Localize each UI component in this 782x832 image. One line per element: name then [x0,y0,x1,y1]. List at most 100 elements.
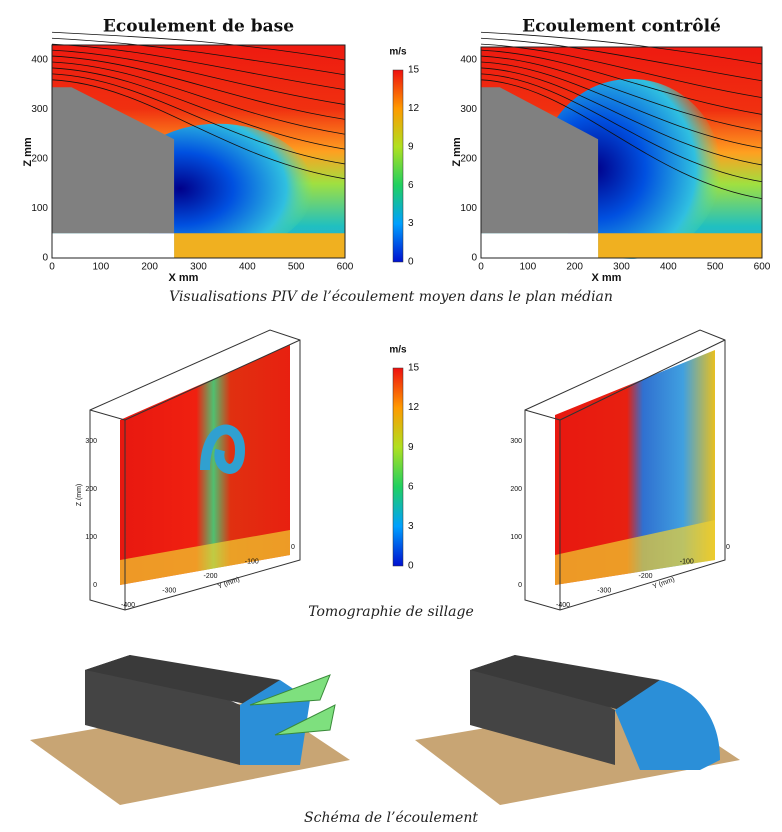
x-tick-label: 100 [92,262,109,273]
streamline [51,55,346,120]
x-tick-label: 500 [288,262,305,273]
x-tick-label: 200 [566,262,583,273]
colorbar-tick-label: 15 [408,363,420,374]
y-tick-label: 300 [460,104,477,115]
tomography-left [89,329,301,611]
y-tick-label: -300 [162,587,176,594]
z-tick-label: 100 [85,534,97,541]
floor-gap [481,233,599,258]
streamline [480,61,763,149]
body [52,87,175,234]
y-tick-label: 400 [460,55,477,66]
x-tick-label: 500 [707,262,724,273]
body [481,87,599,234]
z-tick-label: 300 [510,438,522,445]
colorbar-tick-label: 12 [408,402,420,413]
streamline [51,43,346,91]
y-tick-label: 0 [471,253,477,264]
streamline [51,31,346,61]
y-tick-label: -400 [556,602,570,609]
colorbar: m/s 0 3 6 9 12 15 [389,47,419,268]
streamline [480,55,763,132]
y-axis-label: Y (mm) [217,576,241,590]
y-tick-label: -200 [638,573,652,580]
panel-title: Ecoulement contrôlé [522,17,721,37]
colorbar-tick-label: 15 [408,65,420,76]
y-tick-label: 300 [31,104,48,115]
x-tick-label: 600 [337,262,354,273]
colorbar-tick-label: 3 [408,521,414,532]
floor-gap [52,233,175,258]
streamline [480,31,763,65]
colorbar-tick-label: 6 [408,481,414,492]
colorbar-tick-label: 3 [408,218,414,229]
streamline [480,67,763,166]
colorbar: m/s 0 3 6 9 12 15 [389,345,419,572]
colorbar-tick-label: 9 [408,442,414,453]
y-axis-label: Z mm [22,137,34,167]
z-axis-label: Z (mm) [76,484,83,507]
y-tick-label: -400 [121,602,135,609]
z-tick-label: 100 [510,534,522,541]
x-axis-label: X mm [592,272,622,284]
colorbar-tick-label: 12 [408,103,420,114]
streamline [480,49,763,115]
x-tick-label: 0 [49,262,55,273]
colorbar-tick-label: 0 [408,561,414,572]
y-tick-label: 400 [31,55,48,66]
tomography-caption: Tomographie de sillage [308,604,473,620]
colorbar-unit: m/s [389,47,407,58]
piv-panel: 0 100 200 300 400 500 600 0 100 200 300 400 X mm Z mm… [451,17,771,284]
z-tick-label: 0 [93,582,97,589]
axes-frame [51,44,346,259]
streamline [480,79,763,199]
x-tick-label: 300 [613,262,630,273]
floor [598,233,762,258]
streamline [480,73,763,183]
y-tick-label: 100 [460,203,477,214]
z-tick-label: 200 [510,486,522,493]
x-axis-label: X mm [169,272,199,284]
streamline [51,67,346,150]
schema-right [415,655,740,805]
y-tick-label: 200 [460,154,477,165]
y-tick-label: 200 [31,154,48,165]
y-tick-label: -100 [680,558,694,565]
colorbar-tick-label: 0 [408,257,414,268]
schema-caption: Schéma de l’écoulement [304,810,478,826]
y-tick-label: -300 [597,587,611,594]
x-tick-label: 400 [239,262,256,273]
colorbar-unit: m/s [389,345,407,356]
schema-left [30,655,350,805]
x-tick-label: 200 [141,262,158,273]
x-tick-label: 400 [660,262,677,273]
z-tick-label: 200 [85,486,97,493]
x-tick-label: 100 [519,262,536,273]
tomography-right [524,329,726,611]
colorbar-tick-label: 6 [408,180,414,191]
z-tick-label: 0 [518,582,522,589]
x-tick-label: 600 [754,262,771,273]
panel-title: Ecoulement de base [103,17,294,37]
y-tick-label: -200 [203,573,217,580]
streamline [51,73,346,165]
streamline [51,61,346,135]
x-tick-label: 0 [478,262,484,273]
x-tick-label: 300 [190,262,207,273]
streamline [51,79,346,180]
colorbar-scale [392,69,404,263]
y-tick-label: 100 [31,203,48,214]
colorbar-tick-label: 9 [408,141,414,152]
y-axis-label: Z mm [451,137,463,167]
y-tick-label: -100 [245,558,259,565]
y-tick-label: 0 [291,544,295,551]
piv-panel: 0 100 200 300 400 500 600 0 100 200 300 400 X mm Z mm… [22,17,354,284]
colorbar-scale [392,367,404,567]
axes-frame [480,46,763,259]
streamline [51,49,346,105]
y-tick-label: 0 [42,253,48,264]
floor [174,233,345,258]
z-tick-label: 300 [85,438,97,445]
streamline [51,37,346,76]
